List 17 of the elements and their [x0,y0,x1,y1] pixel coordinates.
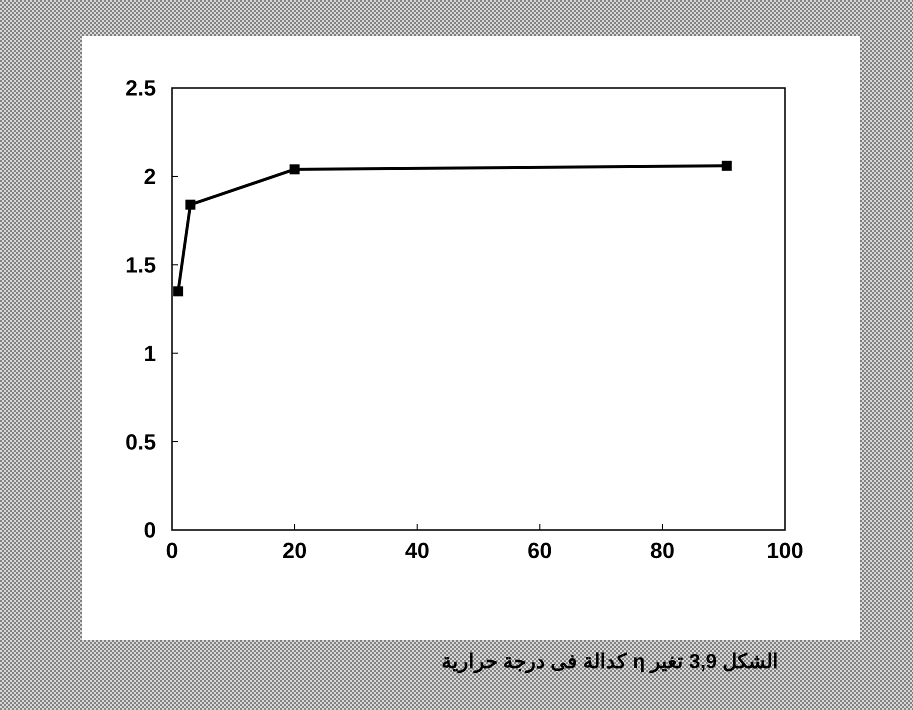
y-tick-label: 0 [144,518,156,543]
x-tick-label: 40 [404,538,430,563]
y-tick-label: 2.5 [125,76,156,101]
point [185,200,196,210]
y-tick-label: 1 [144,340,156,366]
x-tick-label: 0 [166,538,178,563]
y-tick-label: 2 [144,164,156,190]
point [173,286,184,296]
x-tick-label: 100 [766,538,804,563]
y-tick-label: 1.5 [125,252,156,278]
point [722,160,732,171]
x-tick-label: 20 [282,538,307,563]
point [290,164,300,174]
text: الشكل 3,9 تغير η كدالة فى درجة حرارية [442,651,778,674]
x-tick-label: 60 [528,538,552,563]
x-tick-label: 80 [650,538,675,563]
y-tick-label: 0.5 [125,429,156,454]
